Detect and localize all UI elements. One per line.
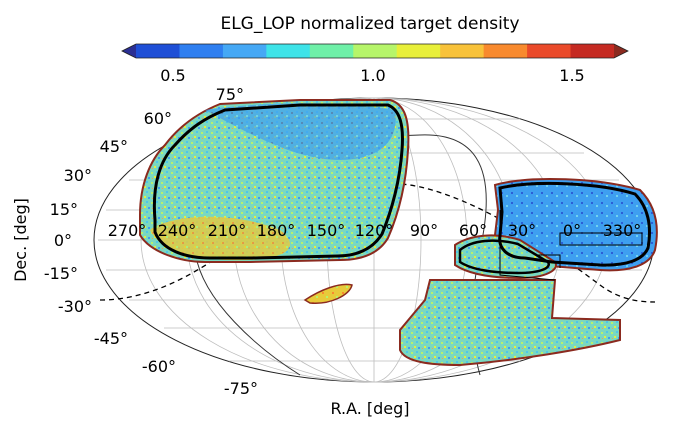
ra-tick-labels: 270° 240° 210° 180° 150° 120° 90° 60° 30… <box>108 221 642 240</box>
colorbar-tick-0: 0.5 <box>160 66 185 85</box>
sgc-footprint <box>454 178 658 280</box>
colorbar-segment <box>396 44 441 58</box>
y-axis-label: Dec. [deg] <box>11 198 30 282</box>
x-axis-label: R.A. [deg] <box>330 399 409 418</box>
ra-tick-60: 60° <box>459 221 487 240</box>
ra-tick-150: 150° <box>307 221 346 240</box>
annotation-line <box>499 210 556 281</box>
colorbar-extend-high <box>614 44 628 58</box>
dec-tick-labels: 75° 60° 45° 30° 15° 0° -15° -30° -45° -6… <box>44 85 258 398</box>
colorbar-segment <box>570 44 615 58</box>
colorbar-segment <box>136 44 180 58</box>
annotation-line-2 <box>535 254 561 268</box>
sgc-lower-footprint <box>399 279 621 367</box>
dec-tick-15: 15° <box>50 200 78 219</box>
colorbar-segment <box>440 44 485 58</box>
colorbar-segment <box>222 44 267 58</box>
colorbar-segment <box>483 44 528 58</box>
ra-tick-90: 90° <box>410 221 438 240</box>
ra-tick-30: 30° <box>508 221 536 240</box>
dec-tick-m75: -75° <box>224 379 258 398</box>
dec-tick-m15: -15° <box>44 264 78 283</box>
ngc-footprint <box>139 99 410 263</box>
dec-tick-30: 30° <box>64 166 92 185</box>
dec-tick-m45: -45° <box>94 329 128 348</box>
ra-tick-180: 180° <box>257 221 296 240</box>
colorbar <box>121 43 629 59</box>
dec-tick-75: 75° <box>216 85 244 104</box>
footprint-island <box>303 283 353 304</box>
colorbar-ticks: 0.5 1.0 1.5 <box>160 66 584 85</box>
ra-tick-240: 240° <box>158 221 197 240</box>
chart-title: ELG_LOP normalized target density <box>220 14 519 34</box>
ra-tick-210: 210° <box>208 221 247 240</box>
colorbar-tick-1: 1.0 <box>360 66 385 85</box>
dec-tick-60: 60° <box>144 109 172 128</box>
ra-tick-330: 330° <box>603 221 642 240</box>
colorbar-segment <box>353 44 398 58</box>
colorbar-segment <box>179 44 224 58</box>
colorbar-extend-low <box>122 44 136 58</box>
dec-tick-0: 0° <box>54 231 72 250</box>
colorbar-segment <box>309 44 354 58</box>
dec-tick-m60: -60° <box>142 357 176 376</box>
dec-tick-m30: -30° <box>58 297 92 316</box>
colorbar-segment <box>527 44 572 58</box>
colorbar-tick-2: 1.5 <box>559 66 584 85</box>
dec-tick-45: 45° <box>100 137 128 156</box>
ra-tick-0: 0° <box>563 221 581 240</box>
colorbar-outline <box>121 43 629 59</box>
ra-tick-270: 270° <box>108 221 147 240</box>
colorbar-segment <box>266 44 311 58</box>
annotation-box <box>559 232 643 246</box>
ra-tick-120: 120° <box>355 221 394 240</box>
